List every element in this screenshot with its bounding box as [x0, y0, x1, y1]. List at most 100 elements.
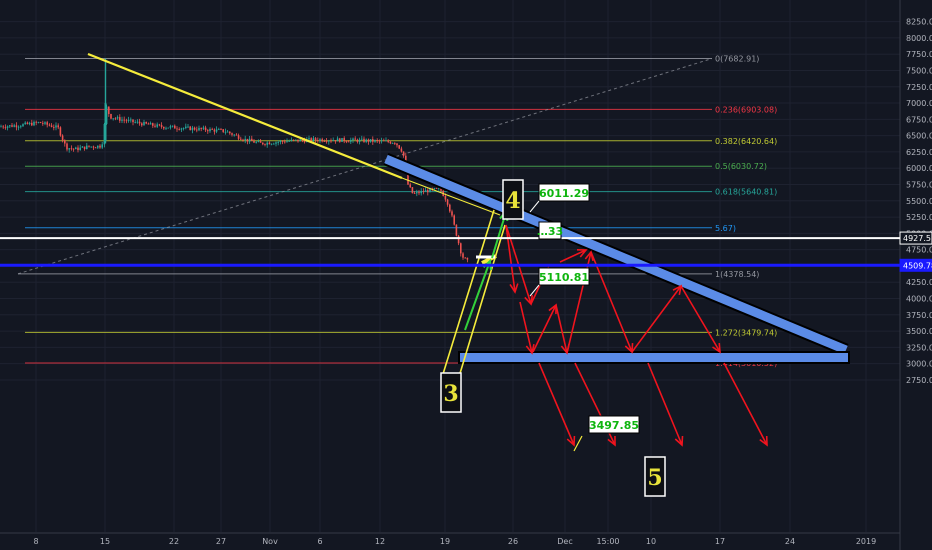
candle-body — [350, 139, 352, 142]
candle-body — [169, 126, 172, 128]
candle-body — [233, 134, 235, 136]
candle-body — [398, 145, 400, 149]
candle-body — [244, 138, 246, 141]
candle-body — [235, 134, 238, 136]
candle-body — [308, 138, 310, 140]
candle-body — [427, 190, 429, 193]
red-projection-arrow — [532, 304, 557, 353]
candle-body — [464, 257, 466, 259]
red-projection-arrow — [680, 285, 721, 353]
y-tick-label: 3250.00 — [906, 343, 932, 352]
callout-label: 5110.81 — [539, 271, 589, 284]
candle-body — [268, 142, 271, 145]
candle-body — [334, 140, 337, 142]
candle-body — [156, 124, 158, 127]
red-projection-arrow — [555, 304, 568, 354]
triangle-lower-band — [458, 351, 850, 364]
candle-body — [39, 122, 42, 124]
candle-body — [422, 191, 425, 192]
x-tick-label: Dec — [557, 537, 572, 546]
candle-body — [295, 139, 297, 141]
candle-body — [57, 125, 59, 128]
y-tick-label: 7500.00 — [906, 66, 932, 75]
x-tick-label: 6 — [317, 537, 322, 546]
candle-body — [457, 235, 460, 244]
candle-body — [182, 128, 185, 129]
candle-body — [97, 145, 99, 148]
price-marker-box — [899, 258, 932, 272]
candle-body — [413, 193, 416, 194]
x-tick-label: 10 — [646, 537, 656, 546]
candle-body — [325, 141, 328, 143]
candle-body — [94, 147, 97, 149]
red-projection-arrow — [566, 251, 592, 354]
candle-body — [407, 168, 409, 185]
red-projection-arrow — [505, 224, 516, 293]
candle-body — [154, 125, 156, 127]
candle-body — [363, 138, 365, 142]
candle-body — [15, 125, 18, 128]
candle-body — [114, 118, 117, 120]
candle-body — [112, 118, 114, 120]
callout-label: 6011.29 — [539, 187, 589, 200]
wave-label-box — [502, 179, 524, 220]
candle-body — [453, 215, 455, 225]
fib-level-label: 0.618(5640.81) — [715, 188, 777, 197]
candle-body — [446, 199, 449, 205]
candle-body — [270, 143, 273, 145]
candle-body — [224, 131, 227, 133]
candle-body — [171, 125, 174, 127]
y-tick-label: 3000.00 — [906, 360, 932, 369]
candle-body — [174, 125, 176, 129]
candle-body — [323, 141, 326, 142]
trend-line-yellow-ext — [401, 177, 501, 216]
candle-body — [420, 191, 422, 194]
candle-body — [119, 117, 121, 121]
candle-body — [83, 146, 86, 150]
callout-pointer — [529, 200, 540, 213]
candle-body — [292, 139, 295, 141]
candle-body — [248, 138, 251, 142]
candle-body — [273, 143, 275, 145]
candle-body — [88, 145, 90, 147]
red-projection-arrow — [519, 301, 533, 354]
red-projection-arrow — [647, 362, 683, 446]
candle-body — [466, 257, 469, 260]
candle-body — [53, 126, 55, 128]
candle-body — [6, 126, 9, 128]
candle-body — [86, 145, 88, 150]
candle-body — [431, 188, 433, 190]
candle-body — [400, 148, 403, 152]
candle-body — [68, 148, 70, 150]
price-candles — [0, 58, 469, 263]
candle-body — [104, 103, 107, 141]
candle-body — [191, 127, 194, 131]
red-projection-arrow — [590, 251, 633, 353]
candle-body — [187, 126, 189, 128]
x-tick-label: 22 — [169, 537, 179, 546]
candle-body — [64, 140, 66, 144]
candle-body — [237, 135, 240, 139]
candle-body — [460, 243, 462, 254]
x-tick-label: 24 — [785, 537, 795, 546]
red-projection-arrow-head — [674, 435, 684, 447]
channel-line-left — [442, 209, 495, 375]
candle-body — [380, 140, 383, 142]
candle-body — [317, 140, 319, 141]
candle-body — [438, 187, 440, 189]
candle-body — [121, 119, 123, 121]
candle-body — [9, 125, 11, 127]
fibonacci-levels: 0(7682.91) 0.236(6903.08) 0.382(6420.64) 0.… — [17, 55, 777, 368]
triangle-upper-band — [384, 154, 848, 355]
red-projection-arrow — [559, 249, 587, 263]
candle-body — [167, 127, 169, 129]
candle-body — [376, 140, 378, 141]
y-tick-label: 4750.00 — [906, 246, 932, 255]
candle-body — [352, 138, 354, 140]
callout-label: 3497.85 — [589, 419, 639, 432]
x-tick-label: Nov — [262, 537, 278, 546]
candle-body — [90, 146, 92, 148]
candle-body — [220, 129, 222, 130]
price-marker-label: 4509.78 — [903, 261, 932, 270]
